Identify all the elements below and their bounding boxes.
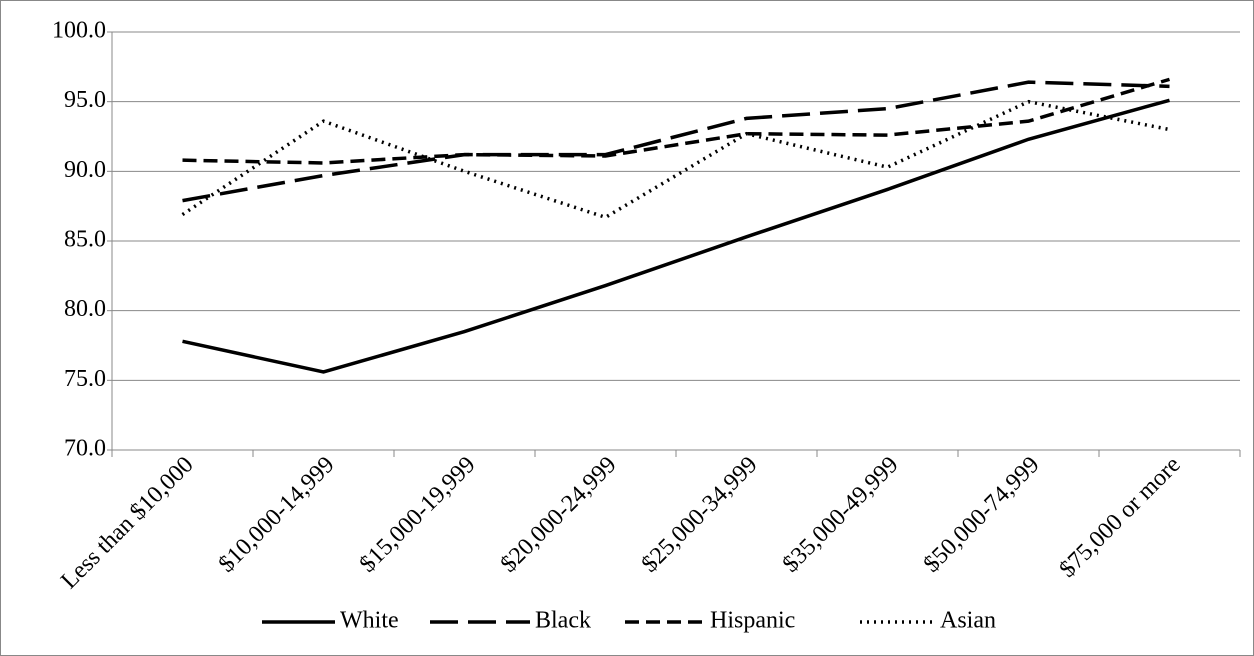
x-tick-label: Less than $10,000 <box>56 452 198 594</box>
x-tick-label: $10,000-14,999 <box>214 452 340 578</box>
y-tick-label: 90.0 <box>64 157 106 183</box>
series-line <box>181 99 1170 220</box>
y-tick-label: 80.0 <box>64 296 106 322</box>
y-tick-label: 85.0 <box>64 227 106 253</box>
y-tick-label: 95.0 <box>64 87 106 113</box>
legend-label: Black <box>535 608 591 634</box>
y-tick-label: 75.0 <box>64 366 106 392</box>
series-line <box>182 80 1170 203</box>
series-line <box>182 77 1170 165</box>
legend-label: Hispanic <box>710 608 795 634</box>
y-tick-label: 70.0 <box>64 436 106 462</box>
x-tick-label: $20,000-24,999 <box>496 452 622 578</box>
x-tick-label: $50,000-74,999 <box>919 452 1045 578</box>
series-line <box>182 98 1170 374</box>
legend-label: Asian <box>940 608 996 634</box>
x-tick-label: $35,000-49,999 <box>778 452 904 578</box>
x-tick-label: $15,000-19,999 <box>355 452 481 578</box>
x-tick-label: $75,000 or more <box>1055 452 1186 583</box>
legend-label: White <box>340 608 399 634</box>
x-tick-label: $25,000-34,999 <box>637 452 763 578</box>
y-tick-label: 100.0 <box>52 18 106 44</box>
